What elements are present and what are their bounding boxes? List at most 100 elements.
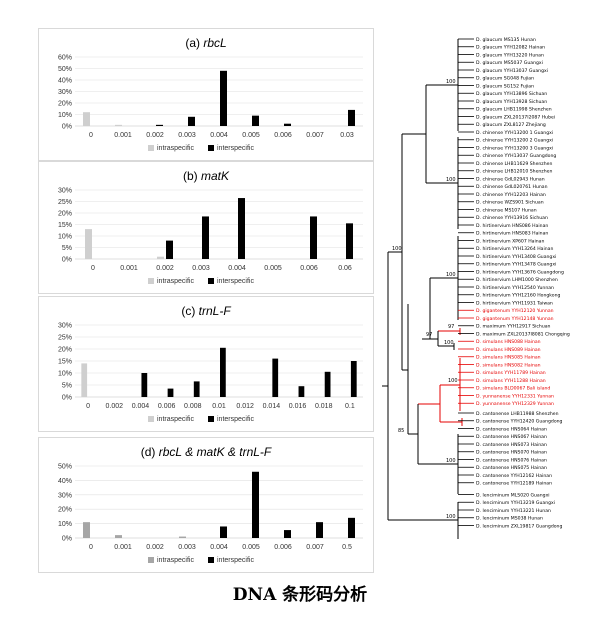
taxon-label: D. lenciminum YYH13221 Hunan xyxy=(476,508,551,514)
legend-swatch-interspecific xyxy=(208,145,214,151)
bar-interspecific xyxy=(167,388,174,397)
legend-label-intraspecific: intraspecific xyxy=(157,145,194,152)
bar-intraspecific xyxy=(81,363,88,397)
y-tick-label: 20% xyxy=(58,347,72,354)
taxon-label: D. chinense GdL02943 Hunan xyxy=(476,176,545,182)
legend-label-intraspecific: intraspecific xyxy=(157,278,194,285)
bar-interspecific xyxy=(284,123,291,126)
bar-interspecific xyxy=(220,70,227,126)
taxon-label: D. cantonense HNS070 Hainan xyxy=(476,450,547,456)
taxon-label: D. cantonense YYH12189 Hainan xyxy=(476,481,552,487)
support-gigantenum: 97 xyxy=(448,324,454,330)
bar-interspecific xyxy=(348,109,355,126)
chart-title: (a) rbcL xyxy=(185,36,226,50)
support-cantonense: 100 xyxy=(446,458,456,464)
y-tick-label: 5% xyxy=(62,245,72,252)
x-tick-label: 0.003 xyxy=(178,132,196,139)
x-tick-label: 0 xyxy=(89,132,93,139)
taxon-label: D. chinense WZS901 Sichuan xyxy=(476,200,544,206)
legend-swatch-intraspecific xyxy=(148,145,154,151)
legend-label-interspecific: interspecific xyxy=(217,557,254,564)
x-tick-label: 0.001 xyxy=(114,544,132,551)
bar-interspecific xyxy=(346,223,353,259)
taxon-label: D. simulans HNS082 Hainan xyxy=(476,362,541,368)
y-tick-label: 10% xyxy=(58,371,72,378)
y-tick-label: 20% xyxy=(58,211,72,218)
chart-title-prefix: (a) xyxy=(185,36,203,50)
y-tick-label: 50% xyxy=(58,66,72,73)
y-tick-label: 40% xyxy=(58,78,72,85)
y-tick-label: 40% xyxy=(58,478,72,485)
legend-label-intraspecific: intraspecific xyxy=(157,557,194,564)
taxon-label: D. yunnanense YYH12329 Yunnan xyxy=(476,401,554,407)
chart-panel-trnlf: (c) trnL-F 0% 5% 10% 15% 20% 25% 30% 0 0.002 0.004… xyxy=(38,296,374,432)
bar-interspecific xyxy=(188,116,195,126)
taxon-label: D. lenciminum MLS020 Guangxi xyxy=(476,492,550,498)
support-simulans-cantonense: 85 xyxy=(398,428,404,434)
y-tick-label: 25% xyxy=(58,335,72,342)
taxon-label: D. glaucum SG152 Fujian xyxy=(476,83,534,89)
phylogenetic-tree: D. glaucum MS135 Hunan D. glaucum YYH1208… xyxy=(378,14,600,584)
x-tick-label: 0.005 xyxy=(242,544,260,551)
taxon-label: D. cantonense LHB11988 Shenzhen xyxy=(476,411,559,417)
support-simulans: 100 xyxy=(448,378,458,384)
bar-interspecific xyxy=(272,358,279,397)
taxon-label: D. chinense GdL020761 Hunan xyxy=(476,184,548,190)
bar-interspecific xyxy=(348,517,355,538)
legend-label-intraspecific: intraspecific xyxy=(157,416,194,423)
y-tick-label: 25% xyxy=(58,199,72,206)
bar-interspecific xyxy=(252,471,259,538)
x-tick-label: 0.008 xyxy=(184,403,202,410)
x-tick-label: 0.014 xyxy=(263,403,281,410)
bar-interspecific xyxy=(316,522,323,538)
y-tick-label: 20% xyxy=(58,507,72,514)
bar-intraspecific xyxy=(85,229,92,259)
taxon-label: D. chinense YYH12203 Hainan xyxy=(476,192,546,198)
y-tick-label: 20% xyxy=(58,101,72,108)
taxon-label: D. simulans YYH11288 Hainan xyxy=(476,378,546,384)
x-tick-label: 0.004 xyxy=(210,132,228,139)
legend-swatch-interspecific xyxy=(208,416,214,422)
bar-interspecific xyxy=(310,216,317,259)
legend-swatch-intraspecific xyxy=(148,278,154,284)
chart-title: (c) trnL-F xyxy=(181,304,231,318)
taxon-label: D. yunnanense YYH12331 Yunnan xyxy=(476,393,554,399)
x-tick-label: 0 xyxy=(91,265,95,272)
chart-title-gene: rbcL xyxy=(159,445,182,459)
bar-interspecific xyxy=(220,347,226,397)
tree-leaves: D. glaucum MS135 Hunan D. glaucum YYH1208… xyxy=(458,37,570,529)
support-gigantenum-maximum: 97 xyxy=(426,332,432,338)
taxon-label: D. hirtinervium YYH12160 Hongkong xyxy=(476,293,561,299)
chart-title-prefix: (d) xyxy=(141,445,159,459)
taxon-label: D. hirtinervium YYH13478 Guangxi xyxy=(476,262,556,268)
taxon-label: D. cantonense HNS075 Hainan xyxy=(476,465,547,471)
chart-panel-rbcl: (a) rbcL 0% 10% 20% 30% 40% 50% 60% 0 0.001 0.002 0… xyxy=(38,28,374,161)
chart-title-gene: matK xyxy=(201,169,230,183)
x-tick-label: 0.001 xyxy=(114,132,132,139)
legend-label-interspecific: interspecific xyxy=(217,145,254,152)
taxon-label: D. glaucum ZXL8127 Zhejiang xyxy=(476,122,546,128)
chart-title: (b) matK xyxy=(183,169,230,183)
taxon-label: D. lenciminum YYH13219 Guangxi xyxy=(476,500,555,506)
support-maximum: 100 xyxy=(444,340,454,346)
taxon-label: D. chinense YYH13037 Guangdong xyxy=(476,153,556,159)
x-tick-label: 0.004 xyxy=(132,403,150,410)
x-tick-label: 0.01 xyxy=(212,403,226,410)
figure-caption: DNA 条形码分析 xyxy=(232,585,368,605)
support-lenciminum: 100 xyxy=(446,514,456,520)
bar-interspecific xyxy=(252,115,259,126)
y-tick-label: 30% xyxy=(58,188,72,195)
taxon-label: D. gigantenum YYH12148 Yunnan xyxy=(476,316,554,322)
x-tick-label: 0.006 xyxy=(274,544,292,551)
x-tick-label: 0.001 xyxy=(120,265,138,272)
taxon-label: D. glaucum YYH13928 Sichuan xyxy=(476,99,547,105)
x-tick-label: 0.005 xyxy=(242,132,260,139)
x-tick-label: 0.06 xyxy=(338,265,352,272)
x-tick-label: 0.018 xyxy=(315,403,333,410)
legend-label-interspecific: interspecific xyxy=(217,278,254,285)
taxon-label: D. cantonense YYH12420 Guangdong xyxy=(476,419,563,425)
y-tick-label: 0% xyxy=(62,124,72,131)
chart-rbcl: (a) rbcL 0% 10% 20% 30% 40% 50% 60% 0 0.001 0.002 0… xyxy=(58,36,363,152)
x-tick-label: 0.007 xyxy=(306,544,324,551)
taxon-label: D. glaucum YYH13896 Sichuan xyxy=(476,91,547,97)
